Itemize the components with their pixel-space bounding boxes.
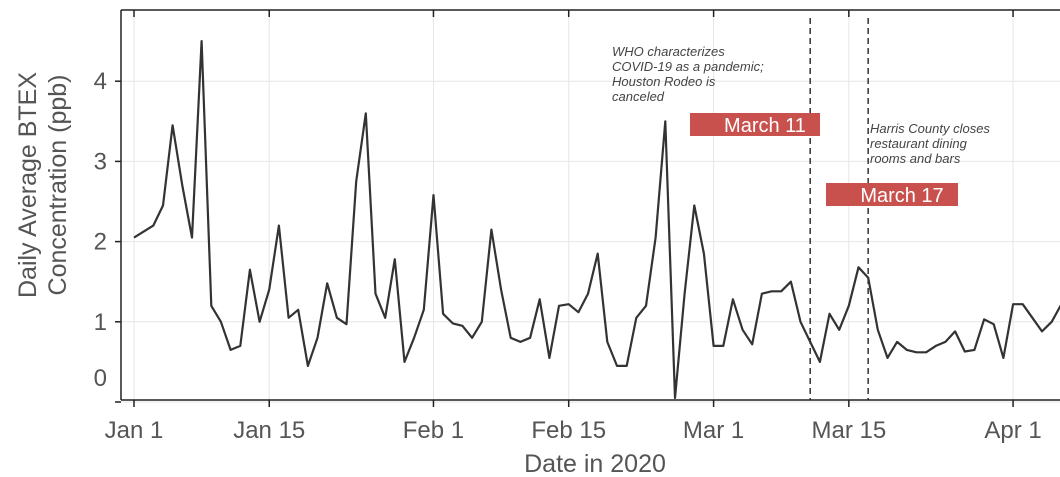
event-note-line: WHO characterizes <box>612 44 725 59</box>
x-tick-label: Mar 15 <box>811 417 886 444</box>
x-tick-label: Mar 1 <box>683 417 744 444</box>
y-tick-label: 3 <box>94 148 107 175</box>
axis-frame <box>120 9 1060 401</box>
y-axis-title-line: Concentration (ppb) <box>44 75 72 296</box>
x-tick-label: Apr 1 <box>984 417 1041 444</box>
y-axis-title-line: Daily Average BTEX <box>14 72 42 298</box>
data-line <box>133 40 1060 400</box>
x-tick-label: Feb 1 <box>403 417 464 444</box>
event-lines <box>809 18 869 400</box>
event-note-line: restaurant dining <box>870 136 968 151</box>
y-tick-label: 4 <box>94 68 107 95</box>
y-axis: 0 1 2 3 4 <box>94 68 121 403</box>
x-tick-label: Jan 15 <box>233 417 305 444</box>
x-tick-label: Jan 1 <box>105 417 164 444</box>
event-note-line: COVID-19 as a pandemic; <box>612 59 764 74</box>
event-label-box <box>826 183 958 206</box>
event-note-line: Houston Rodeo is <box>612 74 716 89</box>
event-label: March 11 <box>724 115 806 137</box>
x-tick-label: Feb 15 <box>531 417 606 444</box>
x-axis: Jan 1 Jan 15 Feb 1 Feb 15 Mar 1 Mar 15 Apr 1 <box>105 10 1042 444</box>
y-axis-title: Daily Average BTEXConcentration (ppb) <box>14 72 72 298</box>
event-note-line: Harris County closes <box>870 121 990 136</box>
y-tick-label: 1 <box>94 309 107 336</box>
event-label: March 17 <box>860 185 943 207</box>
y-tick-label: 0 <box>94 365 107 392</box>
event-note: WHO characterizes COVID-19 as a pandemic;… <box>612 44 764 104</box>
event-note: Harris County closes restaurant dining roo… <box>870 121 990 166</box>
y-tick-label: 2 <box>94 229 107 256</box>
x-axis-title: Date in 2020 <box>524 450 666 477</box>
event-labels: March 11 WHO characterizes COVID-19 as a p… <box>612 44 990 207</box>
event-note-line: rooms and bars <box>870 151 961 166</box>
event-label-box <box>690 113 820 136</box>
event-note-line: canceled <box>612 89 665 104</box>
